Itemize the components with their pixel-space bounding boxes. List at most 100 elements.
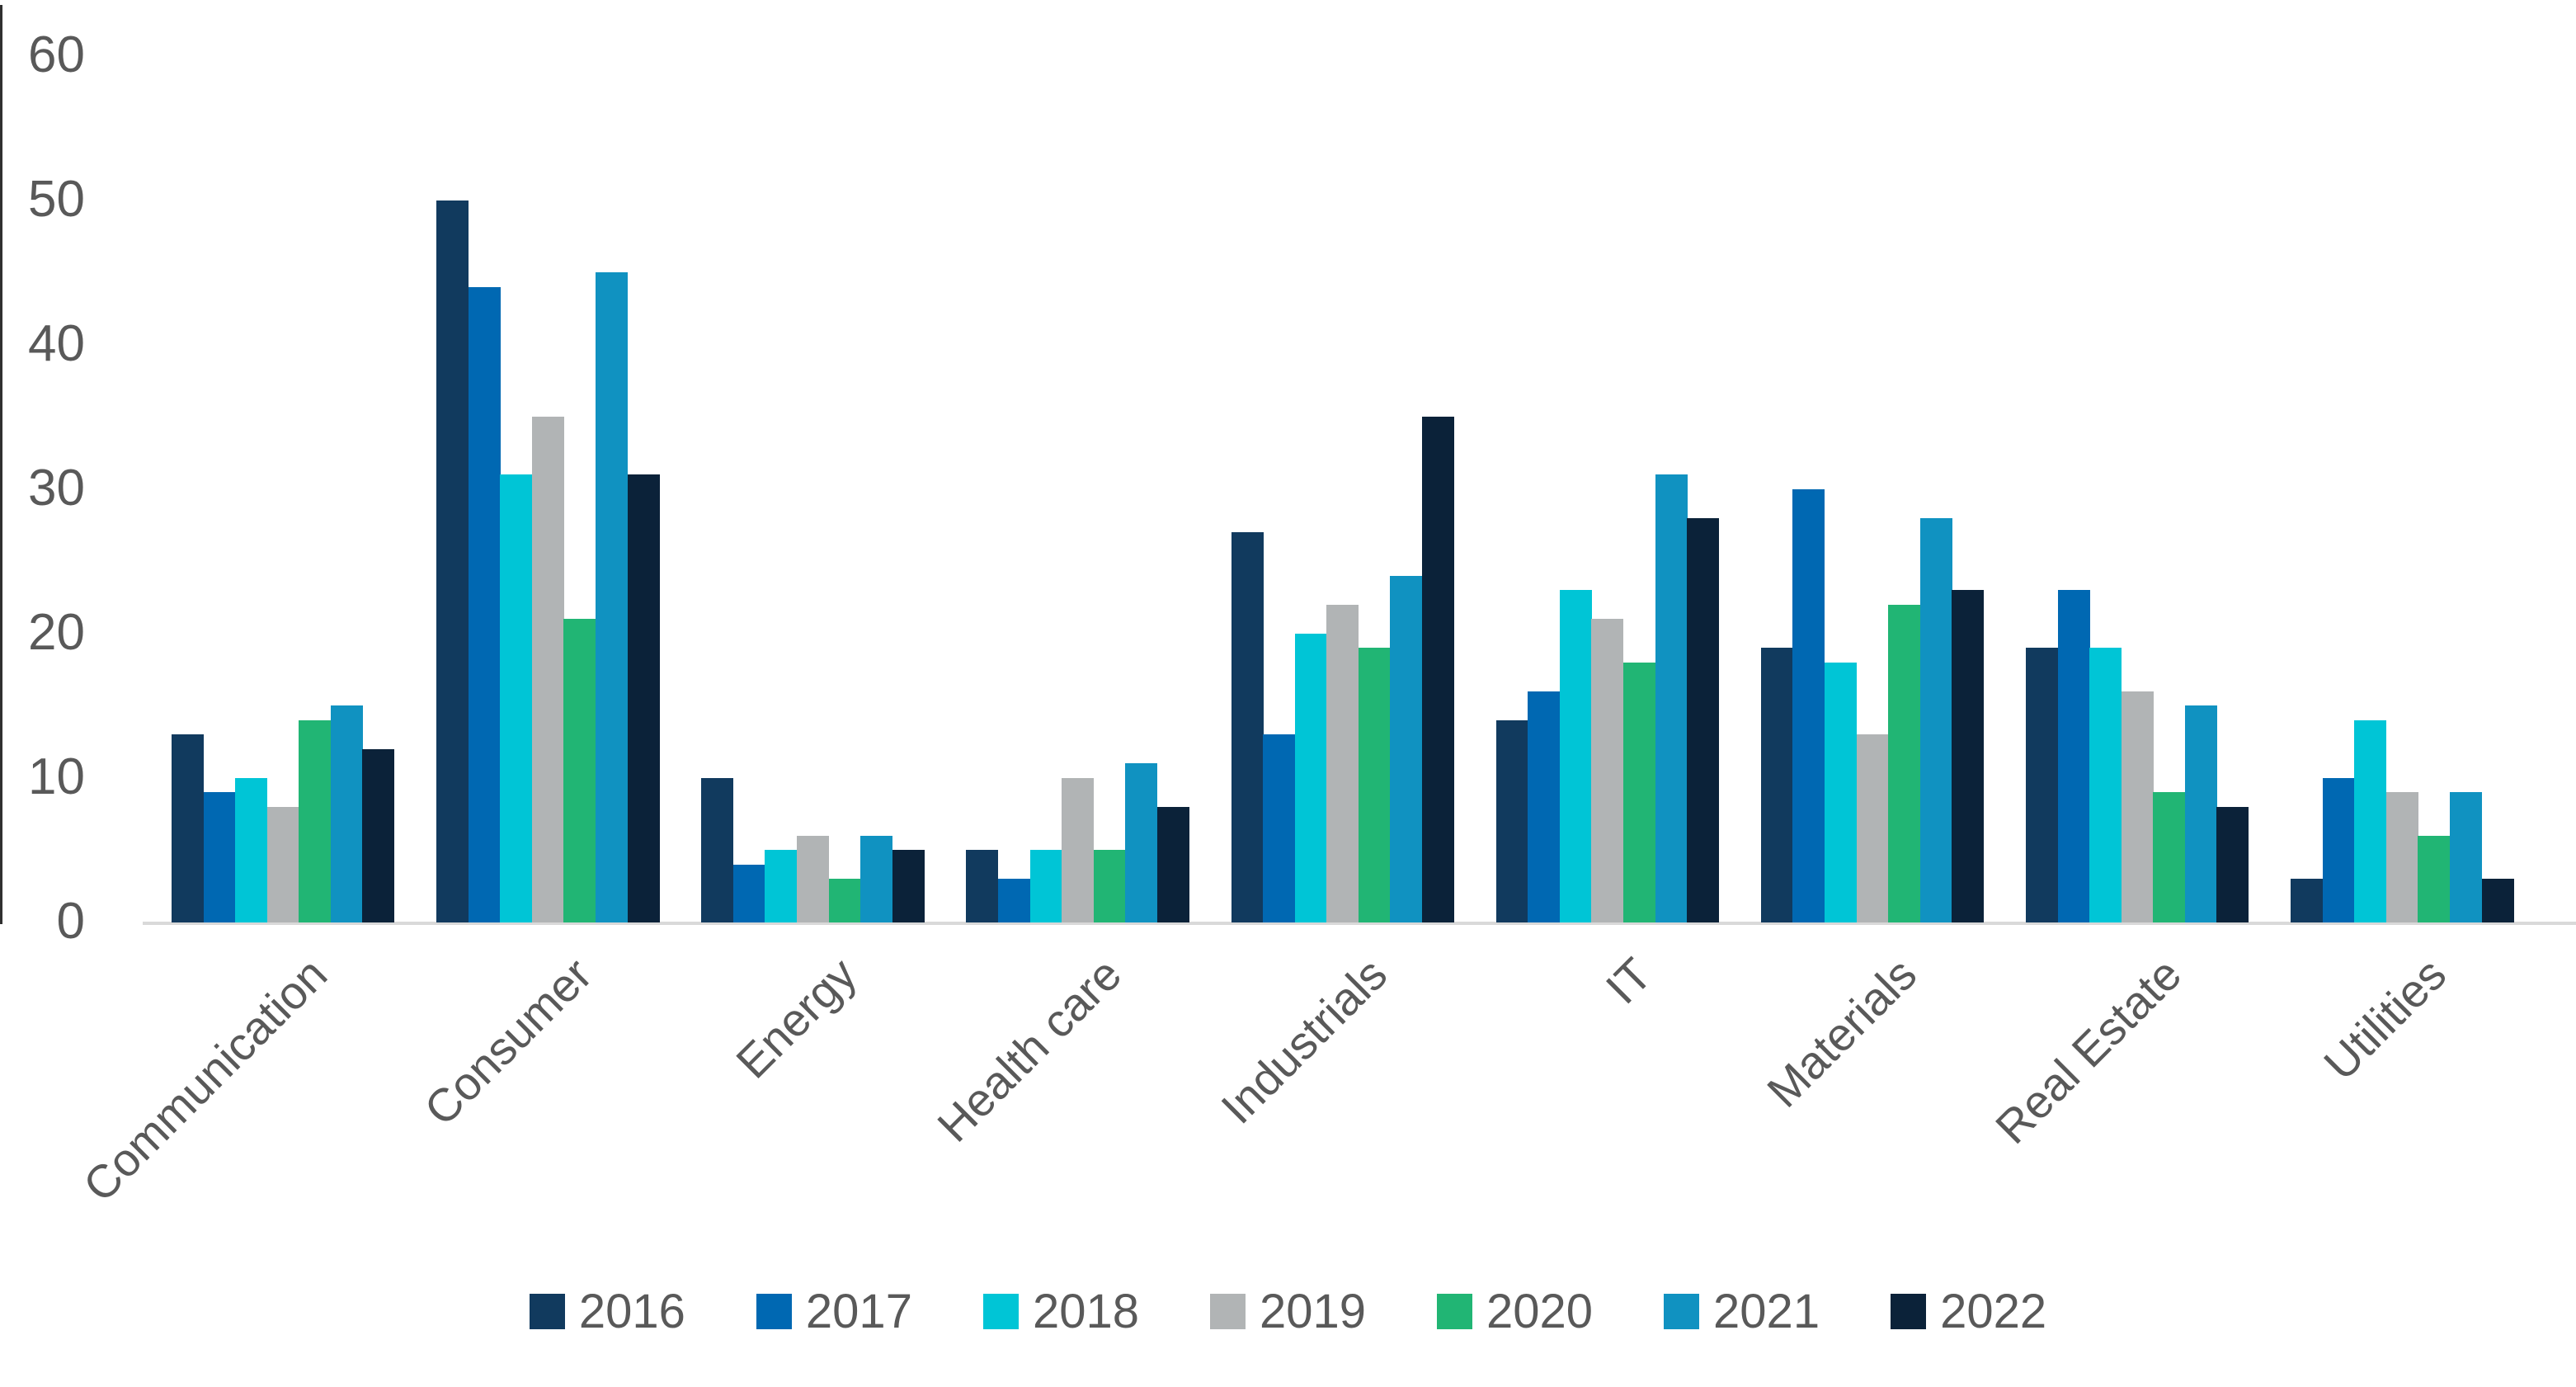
bar-energy-2018	[765, 850, 797, 922]
legend-item-2016: 2016	[529, 1284, 685, 1339]
bar-health-care-2021	[1125, 763, 1157, 922]
y-tick-label-60: 60	[28, 26, 85, 83]
bar-consumer-2018	[500, 474, 532, 922]
legend-label-2016: 2016	[578, 1285, 685, 1338]
bar-industrials-2020	[1359, 648, 1391, 922]
x-axis-label-communication: Communication	[73, 947, 337, 1212]
bar-utilities-2020	[2418, 836, 2450, 922]
bar-industrials-2021	[1390, 576, 1422, 922]
legend-swatch-2016	[529, 1294, 565, 1329]
bar-utilities-2021	[2450, 792, 2482, 922]
bar-utilities-2022	[2482, 879, 2514, 922]
legend-label-2020: 2020	[1486, 1285, 1594, 1338]
bar-utilities-2016	[2291, 879, 2323, 922]
bar-health-care-2020	[1094, 850, 1126, 922]
x-axis-label-utilities: Utilities	[2314, 947, 2456, 1090]
y-tick-label-40: 40	[28, 315, 85, 372]
bar-utilities-2019	[2386, 792, 2418, 922]
bar-real-estate-2020	[2153, 792, 2185, 922]
legend-label-2018: 2018	[1032, 1285, 1139, 1338]
legend-swatch-2019	[1209, 1294, 1246, 1329]
bar-energy-2020	[829, 879, 861, 922]
legend: 2016 2017 2018 2019 2020 2021 2022	[0, 1284, 2576, 1339]
bar-it-2017	[1528, 691, 1560, 922]
legend-label-2019: 2019	[1259, 1285, 1367, 1338]
legend-swatch-2017	[756, 1294, 792, 1329]
legend-swatch-2022	[1891, 1294, 1927, 1329]
legend-item-2017: 2017	[756, 1284, 912, 1339]
x-axis-label-it: IT	[1595, 947, 1662, 1014]
bar-materials-2017	[1792, 489, 1825, 922]
x-axis-label-health-care: Health care	[927, 947, 1132, 1152]
legend-item-2019: 2019	[1209, 1284, 1367, 1339]
bar-health-care-2022	[1157, 807, 1189, 922]
bar-it-2019	[1591, 619, 1623, 922]
bar-industrials-2016	[1231, 532, 1264, 922]
x-axis-label-real-estate: Real Estate	[1985, 947, 2192, 1153]
bar-real-estate-2022	[2216, 807, 2249, 922]
legend-label-2017: 2017	[805, 1285, 912, 1338]
bar-energy-2017	[733, 865, 765, 922]
bar-communication-2019	[267, 807, 299, 922]
bar-communication-2017	[204, 792, 236, 922]
bar-it-2021	[1655, 474, 1688, 922]
legend-item-2022: 2022	[1891, 1284, 2046, 1339]
bar-real-estate-2017	[2058, 590, 2090, 922]
legend-item-2020: 2020	[1437, 1284, 1593, 1339]
bar-consumer-2020	[563, 619, 596, 922]
x-axis-label-energy: Energy	[726, 947, 867, 1088]
bar-health-care-2016	[966, 850, 998, 922]
bar-real-estate-2016	[2026, 648, 2058, 922]
bar-materials-2021	[1920, 518, 1952, 922]
x-axis-label-industrials: Industrials	[1211, 947, 1397, 1134]
bar-it-2018	[1560, 590, 1592, 922]
legend-item-2018: 2018	[982, 1284, 1139, 1339]
bar-real-estate-2019	[2122, 691, 2154, 922]
bar-consumer-2021	[596, 272, 628, 922]
bar-materials-2018	[1825, 663, 1857, 922]
x-axis-label-consumer: Consumer	[414, 947, 602, 1135]
bar-consumer-2016	[436, 201, 469, 922]
bar-materials-2019	[1857, 734, 1889, 922]
bar-communication-2016	[172, 734, 204, 922]
bar-health-care-2017	[998, 879, 1030, 922]
bar-it-2020	[1623, 663, 1655, 922]
bar-materials-2020	[1888, 605, 1920, 922]
bar-it-2016	[1496, 720, 1528, 922]
legend-swatch-2021	[1664, 1294, 1700, 1329]
bar-energy-2021	[860, 836, 892, 922]
bar-it-2022	[1687, 518, 1719, 922]
bar-energy-2022	[892, 850, 925, 922]
bar-energy-2016	[701, 778, 733, 922]
bar-industrials-2018	[1295, 634, 1327, 922]
bar-communication-2022	[362, 749, 394, 922]
bar-communication-2018	[235, 778, 267, 922]
bar-energy-2019	[797, 836, 829, 922]
x-axis-label-materials: Materials	[1757, 947, 1927, 1117]
bar-industrials-2017	[1263, 734, 1295, 922]
legend-label-2022: 2022	[1940, 1285, 2047, 1338]
bar-utilities-2017	[2323, 778, 2355, 922]
legend-label-2021: 2021	[1713, 1285, 1820, 1338]
bar-utilities-2018	[2354, 720, 2386, 922]
legend-swatch-2018	[982, 1294, 1019, 1329]
bar-materials-2022	[1952, 590, 1984, 922]
bar-communication-2020	[299, 720, 331, 922]
y-tick-label-20: 20	[28, 604, 85, 661]
y-axis-line	[0, 5, 2, 924]
bar-consumer-2022	[628, 474, 660, 922]
bar-consumer-2019	[532, 417, 564, 922]
bar-real-estate-2018	[2089, 648, 2122, 922]
bar-industrials-2019	[1326, 605, 1359, 922]
legend-swatch-2020	[1437, 1294, 1473, 1329]
bar-consumer-2017	[469, 287, 501, 922]
bar-real-estate-2021	[2185, 705, 2217, 922]
legend-item-2021: 2021	[1664, 1284, 1820, 1339]
bar-communication-2021	[331, 705, 363, 922]
bar-industrials-2022	[1422, 417, 1454, 922]
y-tick-label-50: 50	[28, 171, 85, 228]
bar-health-care-2019	[1062, 778, 1094, 922]
bar-materials-2016	[1761, 648, 1793, 922]
bar-health-care-2018	[1030, 850, 1062, 922]
